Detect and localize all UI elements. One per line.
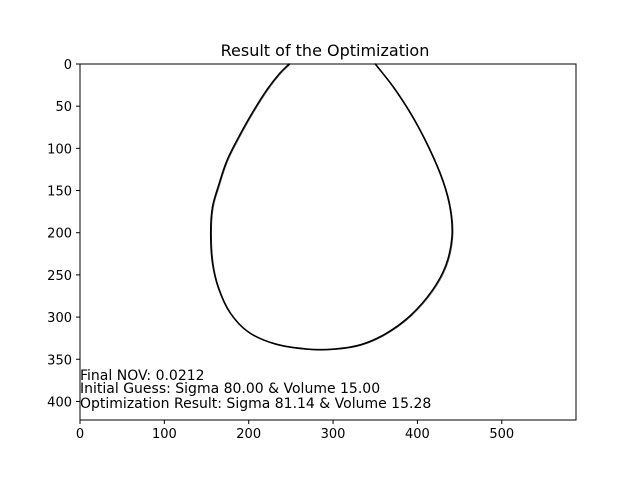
y-tick-label: 350 [47, 353, 72, 368]
drop-contour [209, 63, 454, 351]
contour-point [445, 264, 447, 266]
contour-point [431, 289, 434, 291]
contour-point [248, 331, 250, 333]
contour-point [307, 348, 309, 350]
contour-point [275, 343, 277, 345]
contour-point [393, 86, 395, 89]
contour-point [211, 261, 214, 263]
y-tick-label: 300 [47, 311, 72, 326]
contour-point [442, 179, 444, 182]
annotation-block: Final NOV: 0.0212 Initial Guess: Sigma 8… [80, 368, 431, 412]
contour-point [449, 208, 452, 210]
contour-point [359, 344, 361, 346]
contour-point [411, 115, 414, 118]
contour-point [211, 206, 214, 209]
annotation-initial-guess: Initial Guess: Sigma 80.00 & Volume 15.0… [80, 381, 380, 397]
drop-contour-edge [211, 64, 454, 351]
plot-content [209, 63, 454, 351]
contour-point [409, 314, 412, 317]
contour-point [451, 236, 453, 238]
x-tick-label: 100 [152, 427, 177, 442]
x-tick-label: 500 [489, 427, 514, 442]
y-axis: 0 50 100 150 200 250 300 350 400 [47, 58, 80, 410]
y-tick-label: 100 [47, 142, 72, 157]
x-tick-label: 200 [236, 427, 261, 442]
contour-point [384, 333, 387, 335]
axes-frame [79, 63, 577, 421]
contour-point [226, 160, 228, 162]
contour-point [217, 185, 220, 188]
annotation-optimization-result: Optimization Result: Sigma 81.14 & Volum… [80, 396, 431, 412]
y-tick-label: 50 [55, 100, 72, 115]
contour-point [428, 147, 430, 150]
contour-point [266, 88, 268, 91]
y-tick-label: 250 [47, 269, 72, 284]
x-axis: 0 100 200 300 400 500 [76, 420, 514, 442]
y-tick-label: 0 [64, 58, 72, 73]
contour-point [217, 286, 220, 289]
x-tick-label: 300 [321, 427, 346, 442]
contour-point [332, 348, 334, 350]
contour-point [278, 73, 280, 75]
y-tick-label: 150 [47, 185, 72, 200]
contour-point [210, 232, 212, 234]
annotation-final-nov: Final NOV: 0.0212 [80, 368, 205, 384]
y-tick-label: 200 [47, 227, 72, 242]
y-tick-label: 400 [47, 395, 72, 410]
contour-point [253, 109, 255, 112]
x-tick-label: 400 [405, 427, 430, 442]
contour-point [229, 312, 231, 314]
x-tick-label: 0 [76, 427, 84, 442]
chart-title: Result of the Optimization [221, 41, 430, 60]
contour-point [238, 135, 241, 137]
